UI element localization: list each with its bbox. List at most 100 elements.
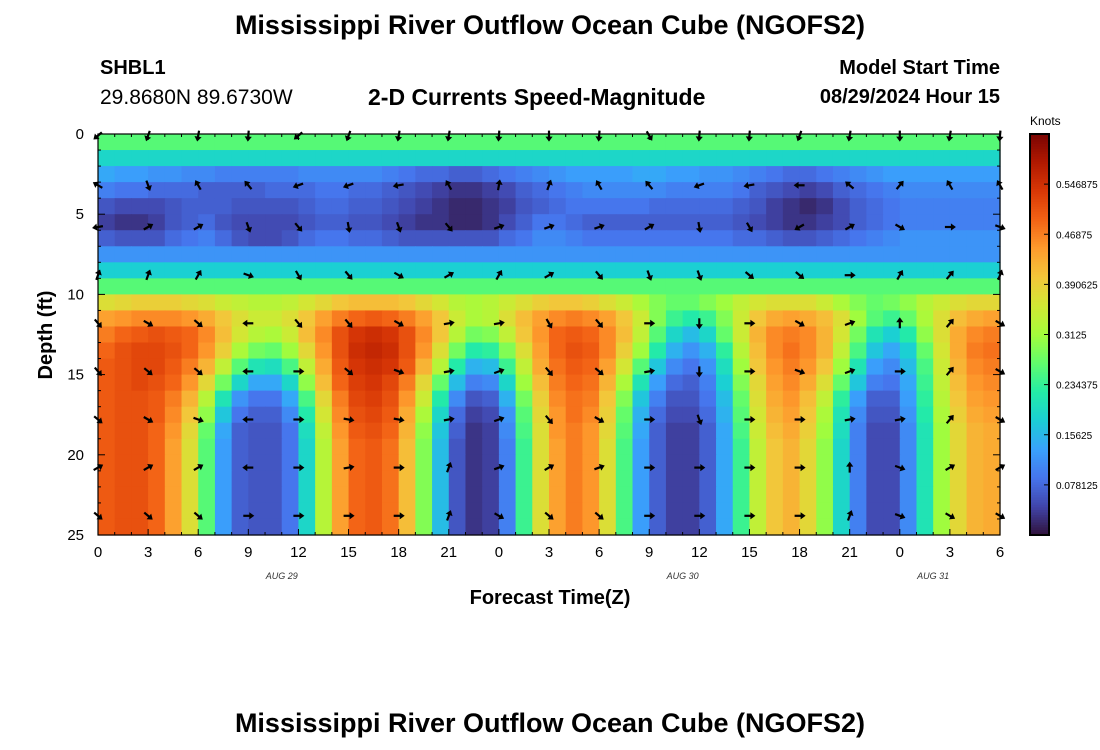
heatmap-cell xyxy=(465,422,483,440)
arrow-head xyxy=(849,319,856,327)
heatmap-cell xyxy=(716,310,734,328)
heatmap-cell xyxy=(883,230,901,247)
heatmap-cell xyxy=(432,486,450,504)
heatmap-cell xyxy=(565,390,583,408)
arrow-head xyxy=(899,512,906,520)
heatmap-cell xyxy=(883,214,901,231)
colorbar-segment xyxy=(1030,464,1049,468)
heatmap-cell xyxy=(665,150,684,167)
heatmap-cell xyxy=(832,486,851,504)
heatmap-cell xyxy=(649,166,667,183)
heatmap-cell xyxy=(933,278,951,295)
colorbar-segment xyxy=(1030,354,1049,358)
heatmap-cell xyxy=(565,214,583,231)
heatmap-cell xyxy=(281,502,300,520)
colorbar-segment xyxy=(1030,372,1049,376)
heatmap-cell xyxy=(983,342,1001,360)
current-arrow xyxy=(493,367,505,375)
heatmap-cell xyxy=(582,342,600,360)
heatmap-cell xyxy=(749,166,767,183)
heatmap-cell xyxy=(148,214,166,231)
current-arrow xyxy=(294,318,303,328)
heatmap-cell xyxy=(866,198,884,215)
heatmap-cell xyxy=(916,422,934,440)
heatmap-cell xyxy=(98,278,116,295)
heatmap-cell xyxy=(866,262,884,279)
heatmap-cell xyxy=(98,422,116,440)
colorbar-segment xyxy=(1030,442,1049,446)
current-arrow xyxy=(644,367,656,375)
colorbar-segment xyxy=(1030,487,1049,491)
heatmap-cell xyxy=(732,262,751,279)
heatmap-cell xyxy=(448,262,467,279)
heatmap-cell xyxy=(866,374,884,392)
heatmap-cell xyxy=(716,374,734,392)
heatmap-cell xyxy=(381,294,400,312)
colorbar-segment xyxy=(1030,209,1049,213)
heatmap-cell xyxy=(398,374,416,392)
heatmap-cell xyxy=(699,374,717,392)
heatmap-cell xyxy=(632,342,650,360)
arrow-head xyxy=(445,510,453,517)
colorbar-segment xyxy=(1030,296,1049,300)
heatmap-cell xyxy=(649,518,667,536)
heatmap-cell xyxy=(498,326,517,344)
heatmap-cell xyxy=(749,230,767,247)
heatmap-cell xyxy=(532,150,550,167)
heatmap-cell xyxy=(866,230,884,247)
heatmap-cell xyxy=(883,310,901,328)
current-arrow xyxy=(393,464,405,472)
heatmap-cell xyxy=(114,454,132,472)
heatmap-cell xyxy=(916,166,934,183)
heatmap-cell xyxy=(966,486,984,504)
heatmap-cell xyxy=(866,502,884,520)
colorbar-segment xyxy=(1030,259,1049,263)
heatmap-cell xyxy=(465,230,483,247)
heatmap-cell xyxy=(365,438,383,456)
arrow-head xyxy=(598,223,605,231)
colorbar-segment xyxy=(1030,304,1049,308)
colorbar-segment xyxy=(1030,529,1049,533)
heatmap-cell xyxy=(181,438,199,456)
current-arrow xyxy=(495,270,503,281)
heatmap-cell xyxy=(448,182,467,199)
colorbar-segment xyxy=(1030,497,1049,501)
arrow-head xyxy=(645,180,652,187)
heatmap-cell xyxy=(782,198,801,215)
heatmap-cell xyxy=(498,342,517,360)
colorbar-segment xyxy=(1030,164,1049,168)
heatmap-cell xyxy=(148,390,166,408)
colorbar-segment xyxy=(1030,447,1049,451)
heatmap-cell xyxy=(331,230,350,247)
heatmap-cell xyxy=(198,134,216,151)
heatmap-cell xyxy=(782,390,801,408)
current-arrow xyxy=(545,318,553,329)
heatmap-cell xyxy=(716,438,734,456)
heatmap-cell xyxy=(231,182,249,199)
heatmap-cell xyxy=(799,278,817,295)
heatmap-cell xyxy=(498,486,517,504)
heatmap-cell xyxy=(114,278,132,295)
heatmap-cell xyxy=(766,310,784,328)
arrow-head xyxy=(750,319,756,327)
heatmap-cell xyxy=(465,342,483,360)
arrow-head xyxy=(395,226,403,233)
heatmap-cell xyxy=(248,310,266,328)
heatmap-cell xyxy=(315,326,333,344)
heatmap-cell xyxy=(231,390,249,408)
colorbar-segment xyxy=(1030,517,1049,521)
colorbar-segment xyxy=(1030,454,1049,458)
heatmap-cell xyxy=(649,214,667,231)
x-tick-label: 3 xyxy=(144,544,152,561)
heatmap-cell xyxy=(164,438,183,456)
heatmap-cell xyxy=(832,262,851,279)
heatmap-cell xyxy=(532,294,550,312)
arrow-head xyxy=(700,512,706,520)
heatmap-cell xyxy=(933,262,951,279)
heatmap-cell xyxy=(131,390,149,408)
colorbar-segment xyxy=(1030,219,1049,223)
heatmap-cell xyxy=(482,518,500,536)
x-axis-label: Forecast Time(Z) xyxy=(470,587,631,609)
current-arrow xyxy=(393,416,405,424)
heatmap-cell xyxy=(632,150,650,167)
